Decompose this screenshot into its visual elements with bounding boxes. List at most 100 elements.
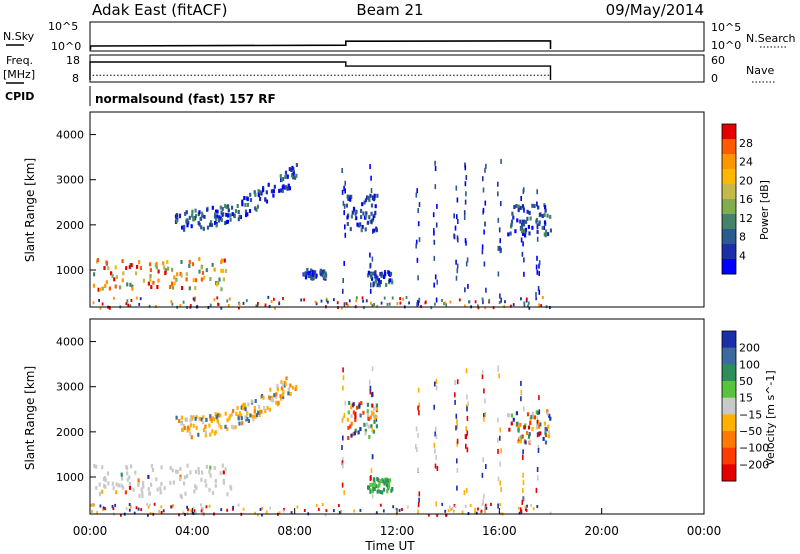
scatter-point: [536, 189, 538, 195]
scatter-point: [306, 267, 309, 272]
scatter-point: [485, 464, 487, 469]
scatter-point: [224, 411, 227, 416]
scatter-point: [289, 392, 292, 396]
scatter-point: [204, 430, 208, 435]
scatter-point: [386, 489, 389, 494]
scatter-point: [278, 511, 281, 515]
scatter-point: [105, 260, 108, 265]
scatter-point: [281, 383, 284, 388]
scatter-point: [227, 204, 230, 209]
scatter-point: [238, 214, 241, 219]
scatter-point: [376, 489, 379, 494]
scatter-point: [280, 380, 283, 385]
colorbar-swatch: [722, 381, 736, 399]
scatter-point: [203, 275, 206, 280]
scatter-point: [288, 186, 291, 191]
scatter-point: [352, 432, 355, 437]
scatter-point: [195, 511, 197, 515]
scatter-point: [536, 201, 538, 207]
colorbar-swatch: [722, 244, 736, 260]
scatter-point: [200, 225, 203, 230]
scatter-point: [192, 278, 195, 283]
scatter-point: [366, 220, 369, 225]
scatter-point: [346, 303, 349, 307]
scatter-point: [99, 287, 102, 292]
scatter-point: [364, 428, 367, 433]
scatter-point: [376, 304, 379, 308]
scatter-point: [415, 192, 418, 198]
scatter-point: [200, 277, 203, 282]
y-tick-label: 3000: [56, 174, 84, 187]
scatter-point: [340, 306, 343, 310]
scatter-point: [224, 424, 227, 429]
scatter-point: [186, 218, 189, 223]
scatter-point: [497, 438, 499, 443]
scatter-point: [250, 399, 253, 404]
scatter-point: [350, 214, 353, 219]
scatter-point: [159, 486, 162, 491]
scatter-point: [523, 257, 525, 263]
scatter-point: [512, 215, 515, 220]
scatter-point: [205, 505, 208, 509]
x-tick-label: 04:00: [175, 524, 210, 538]
scatter-point: [510, 304, 512, 308]
scatter-point: [269, 387, 272, 392]
scatter-point: [197, 470, 200, 475]
scatter-point: [434, 302, 436, 306]
scatter-point: [360, 228, 363, 233]
scatter-point: [197, 466, 200, 471]
scatter-point: [188, 215, 191, 220]
scatter-point: [366, 402, 369, 407]
scatter-point: [521, 224, 524, 230]
scatter-point: [263, 406, 266, 411]
scatter-point: [341, 445, 343, 450]
scatter-point: [315, 503, 318, 507]
scatter-point: [285, 376, 288, 381]
scatter-point: [172, 480, 175, 485]
beam-title: Beam 21: [356, 1, 423, 19]
scatter-point: [543, 220, 547, 225]
scatter-point: [201, 470, 204, 475]
scatter-point: [514, 229, 517, 234]
scatter-point: [126, 299, 129, 303]
scatter-point: [121, 476, 124, 481]
scatter-point: [363, 200, 366, 205]
scatter-point: [107, 266, 110, 271]
scatter-point: [373, 213, 376, 218]
scatter-point: [474, 510, 476, 514]
scatter-point: [200, 265, 203, 270]
scatter-point: [267, 295, 270, 299]
scatter-point: [125, 302, 128, 306]
scatter-point: [434, 381, 436, 387]
scatter-point: [465, 368, 468, 374]
scatter-point: [202, 415, 205, 420]
scatter-point: [237, 210, 240, 214]
scatter-point: [189, 304, 192, 308]
scatter-point: [343, 302, 346, 308]
scatter-point: [530, 503, 532, 507]
scatter-point: [111, 481, 114, 486]
scatter-point: [137, 507, 140, 511]
scatter-point: [524, 233, 527, 238]
scatter-point: [533, 415, 536, 420]
scatter-point: [170, 505, 173, 509]
scatter-point: [126, 282, 129, 287]
scatter-point: [416, 188, 418, 194]
scatter-point: [542, 225, 545, 230]
scatter-point: [456, 214, 458, 220]
scatter-point: [97, 287, 100, 292]
colorbar-swatch: [722, 364, 736, 382]
scatter-point: [535, 423, 538, 429]
scatter-point: [126, 471, 129, 476]
scatter-point: [372, 282, 374, 288]
scatter-point: [95, 464, 98, 469]
scatter-point: [321, 503, 324, 506]
scatter-point: [162, 261, 165, 266]
scatter-point: [383, 481, 386, 486]
y-tick-label: 4000: [56, 129, 84, 142]
scatter-point: [436, 466, 439, 471]
scatter-point: [443, 302, 445, 306]
scatter-point: [141, 494, 144, 499]
scatter-point: [370, 175, 372, 181]
scatter-point: [543, 421, 546, 426]
